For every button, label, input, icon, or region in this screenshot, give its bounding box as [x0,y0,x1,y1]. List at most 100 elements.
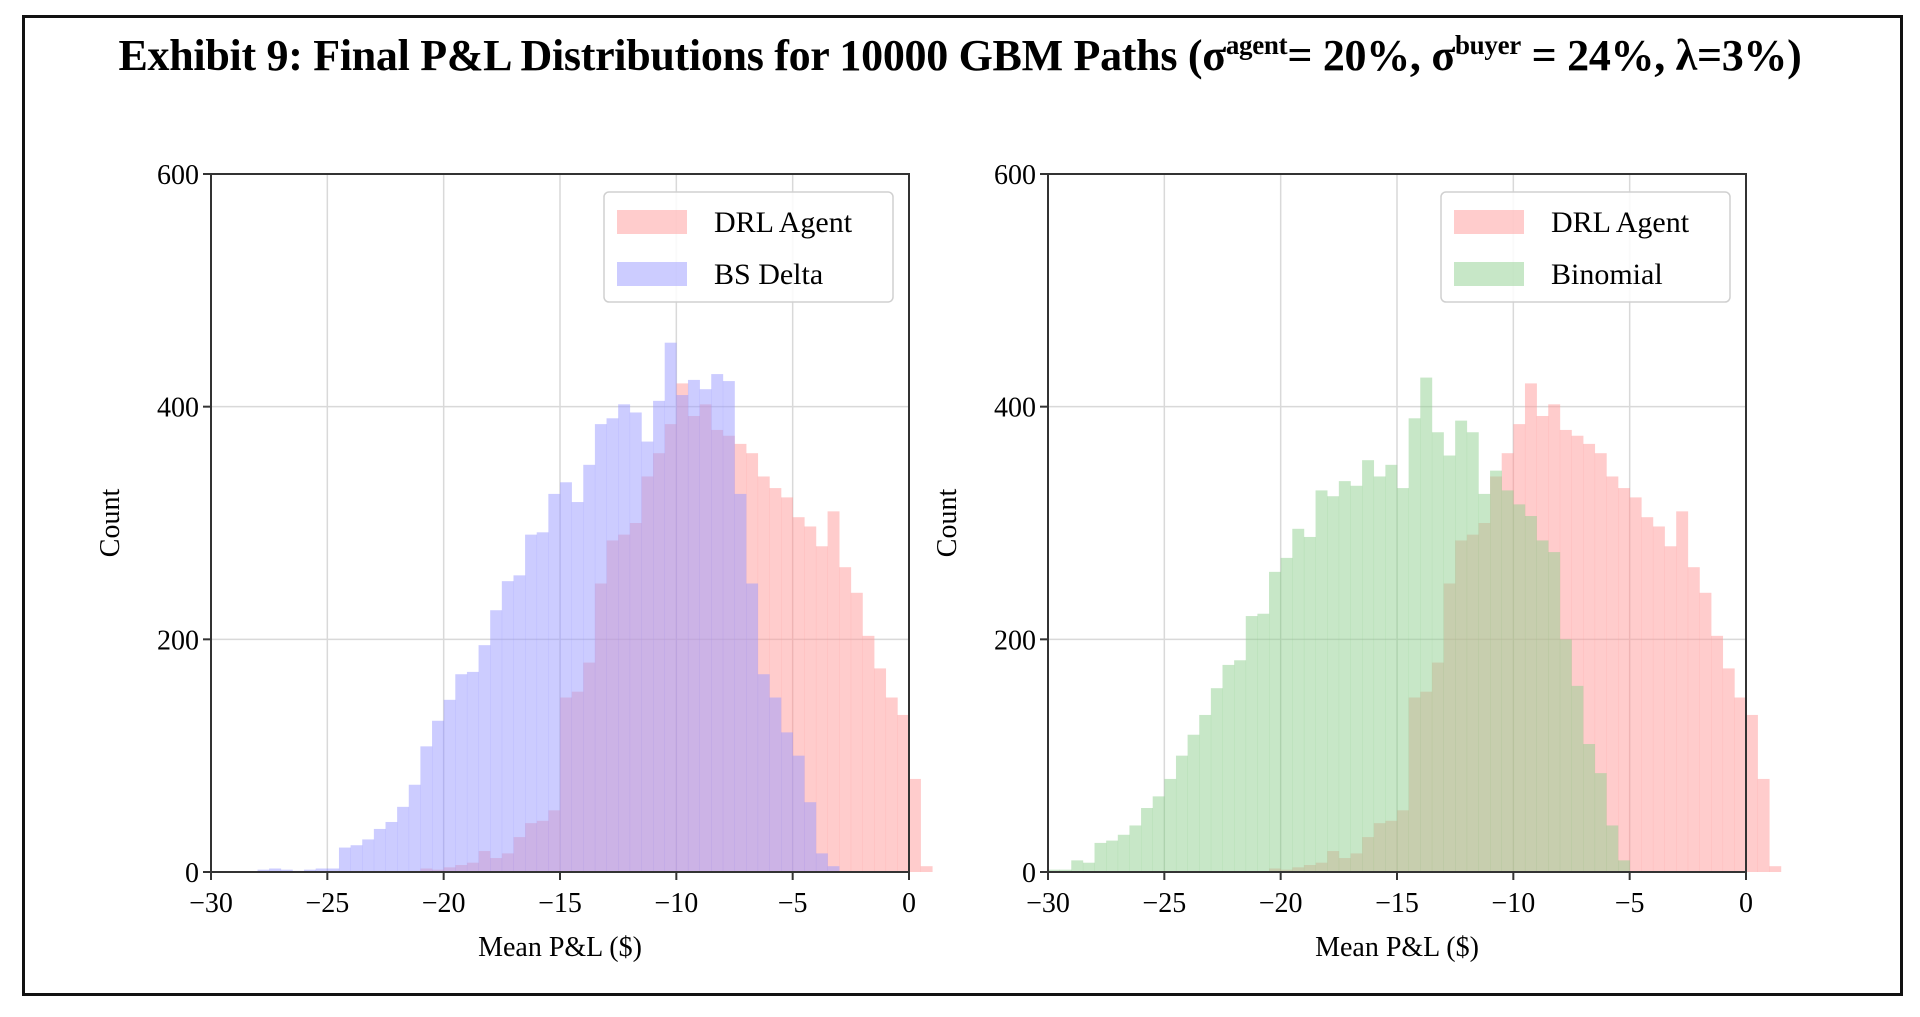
y-tick-label: 400 [994,393,1036,424]
y-tick-label: 200 [994,625,1036,656]
histogram-bar [455,674,468,872]
histogram-bar [757,674,770,872]
histogram-bar [548,493,561,872]
histogram-bar [1618,860,1630,872]
histogram-bar [664,342,677,872]
left-histogram-panel: −30 −25 −20 −15 −10 −5 0 0 200 400 600 Mean P&L ($)… [95,160,933,963]
x-tick-label: −15 [1375,888,1419,919]
histogram-bar [466,671,479,872]
histogram-bar [385,821,398,872]
x-tick-label: 0 [1739,888,1753,919]
histogram-bar [804,802,817,872]
histogram-bar [1571,435,1584,872]
histogram-bar [746,583,759,872]
histogram-bar [1594,773,1607,872]
histogram-bar [269,868,282,872]
histogram-bar [1350,485,1363,872]
histogram-bar [1618,488,1630,872]
histogram-bar [1373,476,1386,872]
histogram-bar [1524,516,1537,872]
histogram-bar [1152,796,1165,872]
title-sup-buyer: buyer [1454,30,1521,60]
histogram-bar [1431,432,1444,872]
histogram-bar [653,400,665,872]
histogram-bar [571,502,584,872]
x-axis-label: Mean P&L ($) [1315,932,1479,963]
histogram-bar [1583,443,1596,872]
histogram-bar [1641,517,1654,872]
histogram-bar [1059,869,1072,872]
histogram-bar [1048,869,1060,872]
y-tick-label: 0 [1022,858,1036,889]
histogram-bar [280,869,293,872]
right-histogram-panel: −30 −25 −20 −15 −10 −5 0 0 200 400 600 Mean P&L ($)… [932,160,1782,963]
histogram-bar [397,806,410,872]
title-mid: = 20%, σ [1287,31,1455,80]
histogram-bar [769,488,782,872]
y-axis-label: Count [95,489,126,558]
histogram-bar [525,534,538,872]
x-tick-label: −20 [1259,888,1303,919]
histogram-bar [606,418,619,872]
histogram-bar [1269,571,1281,872]
histogram-bar [781,732,793,872]
x-tick-label: −10 [1491,888,1535,919]
histogram-bar [1327,496,1340,872]
x-tick-label: −25 [1142,888,1186,919]
histogram-bar [1385,464,1398,872]
histogram-bar [1711,635,1724,872]
histogram-bar [641,441,654,872]
title-suffix: = 24%, λ=3%) [1520,31,1802,80]
x-tick-label: −10 [654,888,698,919]
histogram-bar [1222,664,1235,872]
histogram-bar [676,395,689,872]
histogram-bar [815,546,828,872]
histogram-bar [1606,825,1619,872]
histogram-bar [1338,481,1351,872]
histogram-bar [1280,557,1293,872]
legend: DRL Agent BS Delta [603,191,894,303]
histogram-bar [1466,432,1479,872]
histogram-bar [1548,552,1561,872]
y-tick-label: 600 [994,160,1036,191]
histogram-bar [850,592,863,872]
histogram-bar [478,645,491,872]
y-axis-label: Count [932,489,963,558]
x-tick-label: −30 [1026,888,1070,919]
histogram-bar [1676,511,1689,872]
histogram-bar [629,412,642,872]
histogram-bar [1420,377,1433,872]
legend-label: DRL Agent [714,206,853,239]
histogram-bar [1187,734,1200,872]
histogram-bar [1129,825,1142,872]
histogram-bar [781,497,793,872]
histogram-bar [839,567,852,872]
x-tick-label: −15 [538,888,582,919]
histogram-bar [909,778,921,872]
histogram-bar [536,532,549,872]
legend: DRL Agent Binomial [1440,191,1731,303]
legend-swatch [1454,210,1524,234]
histogram-bar [1234,660,1247,872]
histogram-bar [1175,755,1188,872]
histogram-bar [769,697,782,872]
legend-swatch [617,210,687,234]
histogram-bar [373,828,386,872]
histogram-bar [1082,862,1095,872]
histogram-bar [1490,470,1502,872]
histogram-bar [1164,778,1177,872]
histogram-bar [827,511,840,872]
series-binomial [1048,377,1630,872]
histogram-bar [1362,460,1375,872]
histogram-bar [560,482,572,872]
legend-label: DRL Agent [1551,206,1690,239]
histogram-bar [618,404,631,872]
histogram-bar [1722,668,1735,872]
x-tick-label: −5 [1615,888,1645,919]
histogram-bar [420,746,433,872]
histogram-bar [1594,453,1607,872]
histogram-bar [874,668,887,872]
y-tick-label: 400 [157,393,199,424]
histogram-bar [1746,714,1758,872]
